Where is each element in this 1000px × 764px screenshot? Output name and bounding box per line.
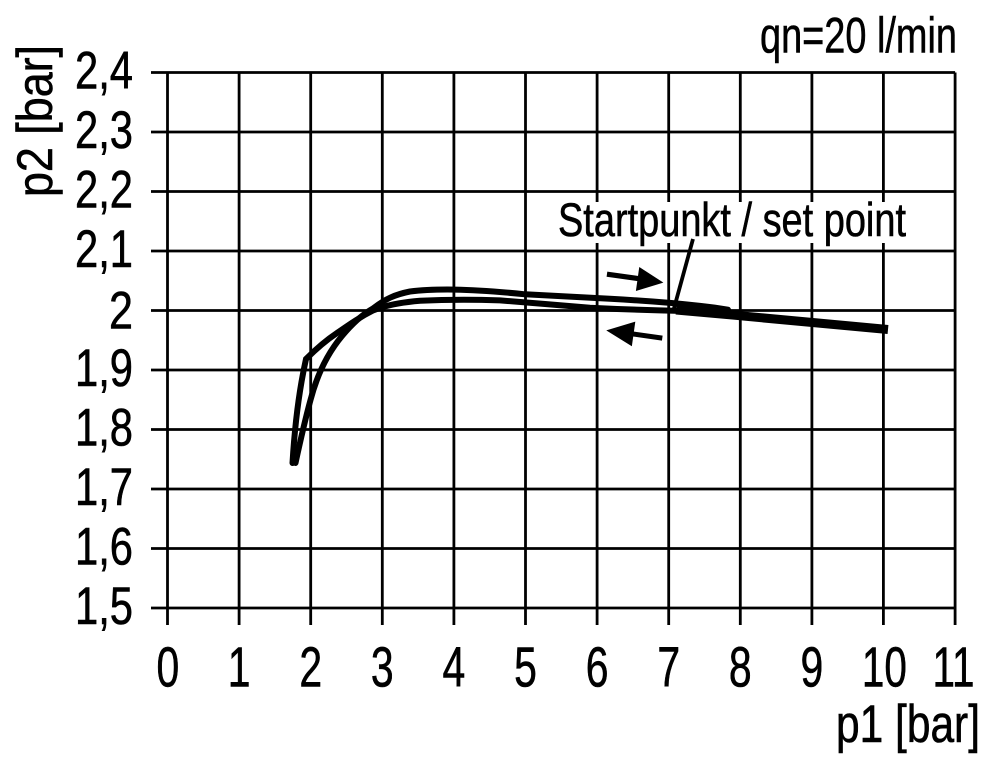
svg-text:11: 11 <box>933 637 975 700</box>
svg-text:2: 2 <box>299 637 322 700</box>
svg-text:1,8: 1,8 <box>75 399 133 458</box>
svg-text:2,2: 2,2 <box>75 161 133 220</box>
svg-text:2,1: 2,1 <box>75 220 133 279</box>
svg-text:8: 8 <box>729 637 752 700</box>
svg-text:0: 0 <box>157 637 180 700</box>
svg-text:10: 10 <box>862 637 907 700</box>
svg-text:5: 5 <box>514 637 537 700</box>
svg-text:1,6: 1,6 <box>75 518 133 577</box>
svg-text:2,3: 2,3 <box>75 101 133 160</box>
svg-text:2: 2 <box>109 282 133 341</box>
svg-text:4: 4 <box>443 637 466 700</box>
svg-text:qn=20 l/min: qn=20 l/min <box>760 8 957 64</box>
svg-text:1,5: 1,5 <box>75 577 133 636</box>
svg-text:p2 [bar]: p2 [bar] <box>7 45 63 197</box>
svg-text:9: 9 <box>801 637 824 700</box>
svg-text:Startpunkt / set point: Startpunkt / set point <box>558 194 906 247</box>
svg-text:1,7: 1,7 <box>75 458 133 517</box>
svg-text:7: 7 <box>657 637 680 700</box>
svg-text:1: 1 <box>228 637 251 700</box>
svg-text:3: 3 <box>371 637 394 700</box>
svg-text:2,4: 2,4 <box>75 42 133 101</box>
svg-text:6: 6 <box>586 637 609 700</box>
svg-text:p1 [bar]: p1 [bar] <box>836 695 980 754</box>
svg-text:1,9: 1,9 <box>75 339 133 398</box>
